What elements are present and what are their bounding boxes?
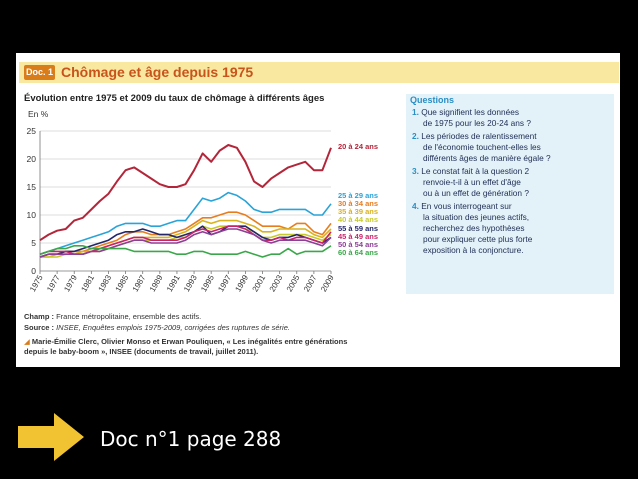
x-tick-label: 1989 [148, 273, 165, 293]
series-label: 40 à 44 ans [338, 215, 378, 224]
series-label: 50 à 54 ans [338, 240, 378, 249]
right-arrow-icon [18, 413, 84, 461]
question-line: exposition à la conjoncture. [423, 245, 524, 255]
x-tick-label: 1987 [131, 273, 148, 293]
reference-note: ◢ Marie-Émilie Clerc, Olivier Monso et E… [24, 337, 354, 357]
x-tick-label: 1975 [28, 273, 45, 293]
champ-text: France métropolitaine, ensemble des acti… [54, 312, 202, 321]
chart-grid [39, 130, 331, 272]
x-tick-label: 2001 [251, 273, 268, 293]
reference-line-2: depuis le baby-boom », INSEE (documents … [24, 347, 259, 356]
champ-note: Champ : France métropolitaine, ensemble … [24, 312, 201, 321]
document-panel: Doc. 1 Chômage et âge depuis 1975 Évolut… [16, 53, 620, 367]
doc-title: Chômage et âge depuis 1975 [61, 64, 254, 80]
questions-box: Questions 1. Que signifient les données d… [406, 94, 614, 294]
question-line: renvoie-t-il à un effet d'âge [423, 177, 521, 187]
question-line: différents âges de manière égale ? [423, 153, 551, 163]
question-number: 4. [412, 201, 422, 211]
series-label: 55 à 59 ans [338, 224, 378, 233]
question-line: ou à un effet de génération ? [423, 188, 529, 198]
y-tick-label: 5 [31, 238, 36, 248]
slide-caption: Doc n°1 page 288 [100, 427, 282, 451]
question-number: 1. [412, 107, 422, 117]
series-label: 45 à 49 ans [338, 232, 378, 241]
triangle-icon: ◢ [24, 337, 30, 346]
x-tick-label: 2009 [319, 273, 336, 293]
y-tick-label: 25 [27, 126, 37, 136]
source-text: INSEE, Enquêtes emplois 1975-2009, corri… [54, 323, 290, 332]
y-tick-label: 0 [31, 266, 36, 276]
doc-badge: Doc. 1 [24, 65, 55, 80]
document-header: Doc. 1 Chômage et âge depuis 1975 [19, 62, 619, 83]
question-line: de l'économie touchent-elles les [423, 142, 541, 152]
x-tick-label: 1993 [182, 273, 199, 293]
y-axis-label: En % [28, 109, 49, 119]
series-lines [39, 144, 332, 258]
question-line: Le constat fait à la question 2 [421, 166, 530, 176]
question-2: 2. Les périodes de ralentissement de l'éc… [412, 131, 608, 164]
series-line [39, 211, 332, 258]
source-note: Source : INSEE, Enquêtes emplois 1975-20… [24, 323, 290, 332]
series-line [40, 225, 332, 258]
series-label: 20 à 24 ans [338, 142, 378, 151]
x-tick-label: 1999 [233, 273, 250, 293]
question-number: 2. [412, 131, 422, 141]
x-tick-label: 1981 [79, 273, 96, 293]
series-line [39, 245, 332, 258]
question-line: En vous interrogeant sur [421, 201, 512, 211]
x-tick-label: 2007 [302, 273, 319, 293]
x-tick-label: 1983 [97, 273, 114, 293]
y-axis-ticks: 0 5 10 15 20 25 [27, 126, 37, 276]
x-tick-label: 2003 [268, 273, 285, 293]
x-tick-label: 1977 [45, 273, 62, 293]
x-tick-label: 1997 [216, 273, 233, 293]
y-tick-label: 10 [27, 210, 37, 220]
series-line [39, 191, 332, 255]
y-tick-label: 15 [27, 182, 37, 192]
question-1: 1. Que signifient les données de 1975 pou… [412, 107, 608, 129]
x-tick-label: 1979 [62, 273, 79, 293]
x-tick-label: 1995 [199, 273, 216, 293]
x-tick-label: 2005 [285, 273, 302, 293]
x-axis-ticks: 1975 1977 1979 1981 1983 1985 1987 1989 1991 1993… [28, 271, 336, 293]
series-line [39, 144, 332, 242]
question-line: Que signifient les données [421, 107, 520, 117]
series-label: 30 à 34 ans [338, 199, 378, 208]
reference-line-1: Marie-Émilie Clerc, Olivier Monso et Erw… [31, 337, 348, 346]
question-3: 3. Le constat fait à la question 2 renvoi… [412, 166, 608, 199]
questions-title: Questions [410, 95, 455, 105]
question-line: de 1975 pour les 20-24 ans ? [423, 118, 531, 128]
question-4: 4. En vous interrogeant sur la situation … [412, 201, 608, 256]
x-tick-label: 1991 [165, 273, 182, 293]
series-label: 60 à 64 ans [338, 248, 378, 257]
series-line [39, 228, 332, 258]
champ-label: Champ : [24, 312, 54, 321]
question-line: recherchez des hypothèses [423, 223, 525, 233]
x-tick-label: 1985 [114, 273, 131, 293]
question-line: Les périodes de ralentissement [421, 131, 537, 141]
series-line [39, 225, 332, 258]
source-label: Source : [24, 323, 55, 332]
series-label: 35 à 39 ans [338, 207, 378, 216]
y-tick-label: 20 [27, 154, 37, 164]
series-label: 25 à 29 ans [338, 191, 378, 200]
question-line: la situation des jeunes actifs, [423, 212, 530, 222]
chart-subtitle: Évolution entre 1975 et 2009 du taux de … [24, 93, 325, 104]
question-line: pour expliquer cette plus forte [423, 234, 533, 244]
question-number: 3. [412, 166, 422, 176]
series-line [40, 219, 332, 258]
